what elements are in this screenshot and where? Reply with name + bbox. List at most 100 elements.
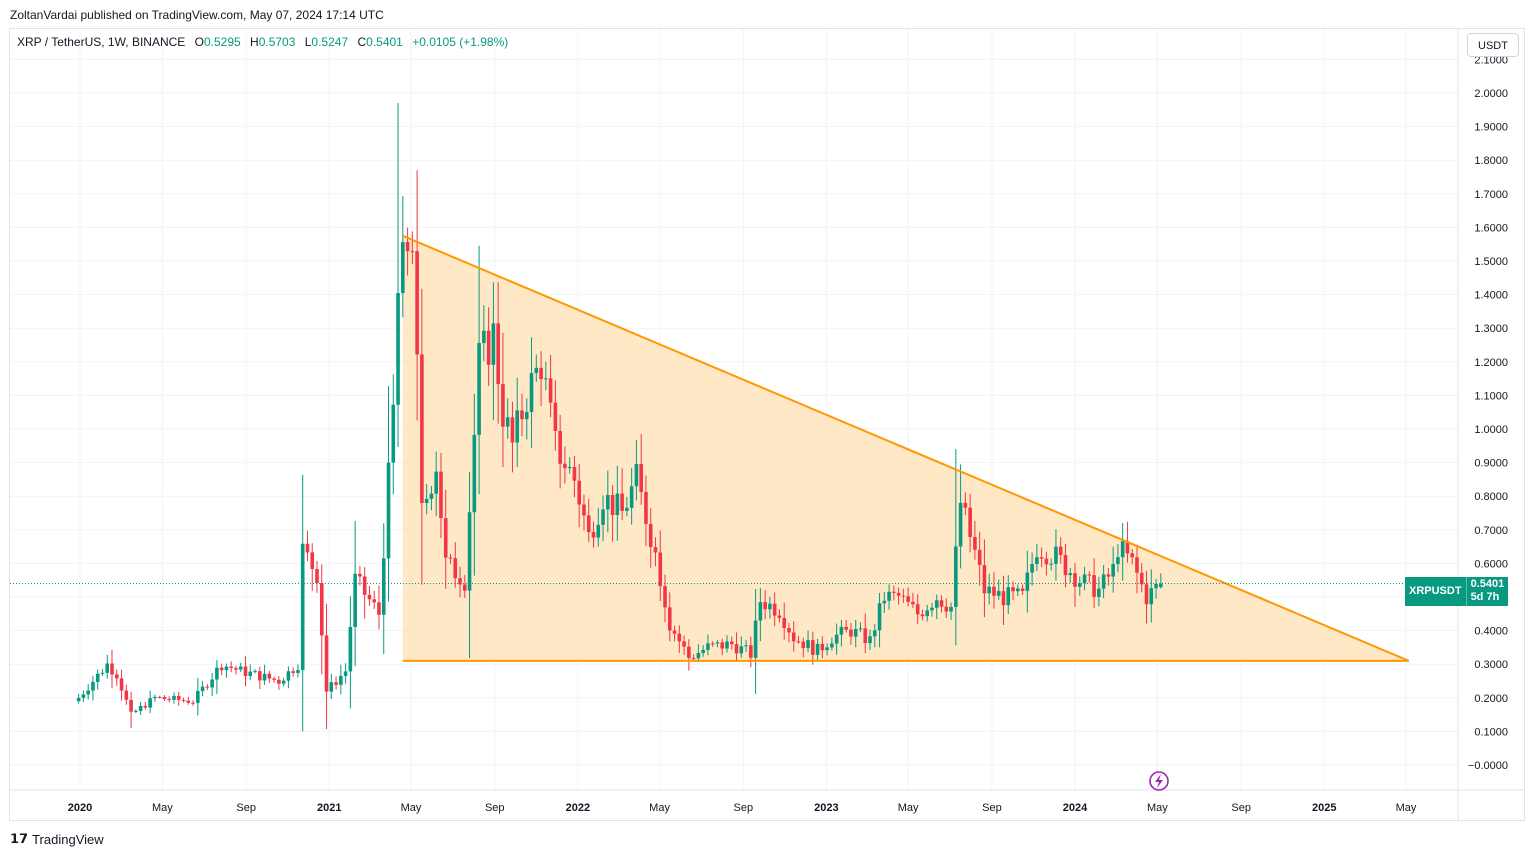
candle-body (911, 601, 915, 605)
candle-body (1058, 546, 1063, 555)
candle-body (510, 417, 515, 443)
symbol-name[interactable]: XRP / TetherUS, 1W, BINANCE (17, 35, 186, 49)
candle-body (996, 591, 1001, 596)
change-value: +0.0105 (+1.98%) (412, 35, 509, 49)
y-tick-label: 1.3000 (1474, 323, 1508, 335)
x-tick-label: Sep (236, 802, 256, 814)
candle-body (577, 480, 582, 505)
y-tick-label: 1.1000 (1474, 390, 1508, 402)
x-tick-label: 2020 (68, 802, 92, 814)
candle-body (915, 604, 920, 615)
candle-body (272, 678, 276, 680)
x-tick-label: May (152, 802, 173, 814)
candle-body (920, 614, 925, 617)
candle-body (715, 642, 720, 644)
candle-body (858, 628, 863, 630)
candle-body (749, 645, 753, 658)
candle-body (777, 615, 782, 619)
candle-body (172, 695, 176, 700)
x-tick-label: 2021 (317, 802, 341, 814)
candle-body (1111, 563, 1115, 577)
candle-body (987, 586, 991, 594)
candle-body (625, 507, 629, 511)
footer-brand-label: TradingView (32, 831, 104, 847)
candle-body (377, 602, 381, 615)
candle-body (648, 523, 653, 548)
candle-body (296, 670, 300, 673)
candle-body (515, 410, 520, 443)
candle-body (534, 367, 539, 374)
candle-body (1106, 574, 1111, 577)
candle-body (453, 558, 458, 579)
candle-body (763, 602, 767, 610)
candle-body (639, 464, 643, 493)
close-value: 0.5401 (366, 35, 403, 49)
candle-body (1035, 557, 1039, 565)
candle-body (210, 679, 214, 688)
candle-body (1135, 557, 1139, 573)
candle-body (572, 466, 577, 481)
candle-body (877, 603, 882, 631)
x-tick-label: May (1147, 802, 1168, 814)
y-tick-label: 0.8000 (1474, 491, 1508, 503)
candle-body (257, 671, 262, 681)
candle-body (591, 532, 596, 538)
close-label: C (357, 35, 367, 49)
candle-body (801, 641, 806, 649)
candle-body (1001, 591, 1006, 606)
candle-body (286, 671, 291, 681)
candle-body (601, 509, 605, 525)
event-bolt-glyph (1155, 774, 1163, 788)
y-tick-label: 1.8000 (1474, 155, 1508, 167)
candle-body (191, 702, 195, 704)
candle-body (167, 699, 172, 701)
y-tick-label: 0.2000 (1474, 693, 1508, 705)
candle-body (725, 641, 729, 649)
candle-body (1049, 563, 1053, 565)
high-value: 0.5703 (258, 35, 296, 49)
candle-body (672, 630, 677, 634)
candle-body (405, 242, 410, 252)
x-tick-label: 2022 (566, 802, 590, 814)
candle-body (644, 492, 648, 524)
footer-brand[interactable]: 𝟭𝟳 TradingView (10, 831, 104, 847)
chart-frame (9, 28, 1525, 821)
candle-body (553, 402, 558, 431)
candle-body (1044, 558, 1049, 565)
candle-body (200, 686, 205, 692)
candle-body (582, 504, 586, 516)
candle-body (157, 696, 162, 698)
candle-body (329, 682, 334, 692)
candle-body (76, 697, 81, 702)
publish-info: ZoltanVardai published on TradingView.co… (10, 8, 384, 22)
candle-body (934, 600, 939, 608)
candle-body (1039, 557, 1044, 559)
currency-button[interactable]: USDT (1467, 33, 1519, 57)
candle-body (524, 412, 529, 420)
candle-body (467, 512, 472, 591)
candle-body (606, 494, 610, 510)
candle-body (539, 367, 543, 380)
candle-body (787, 628, 791, 633)
candle-body (696, 652, 701, 659)
candle-body (734, 644, 739, 654)
event-bolt-icon (1149, 771, 1169, 791)
candle-body (505, 417, 510, 427)
candle-body (396, 293, 400, 405)
candle-body (529, 373, 534, 413)
y-tick-label: 1.6000 (1474, 222, 1508, 234)
candle-body (110, 663, 114, 675)
symbol-legend: XRP / TetherUS, 1W, BINANCE O0.5295 H0.5… (17, 35, 508, 49)
candle-body (872, 630, 877, 637)
candle-body (1077, 583, 1082, 587)
y-tick-label: −0.0000 (1468, 760, 1508, 772)
candle-body (830, 643, 834, 648)
candle-body (677, 633, 682, 642)
candle-body (720, 642, 725, 649)
x-tick-label: Sep (734, 802, 754, 814)
open-label: O (194, 35, 204, 49)
candle-body (462, 584, 467, 591)
candle-body (1120, 541, 1125, 558)
candle-body (811, 640, 815, 655)
